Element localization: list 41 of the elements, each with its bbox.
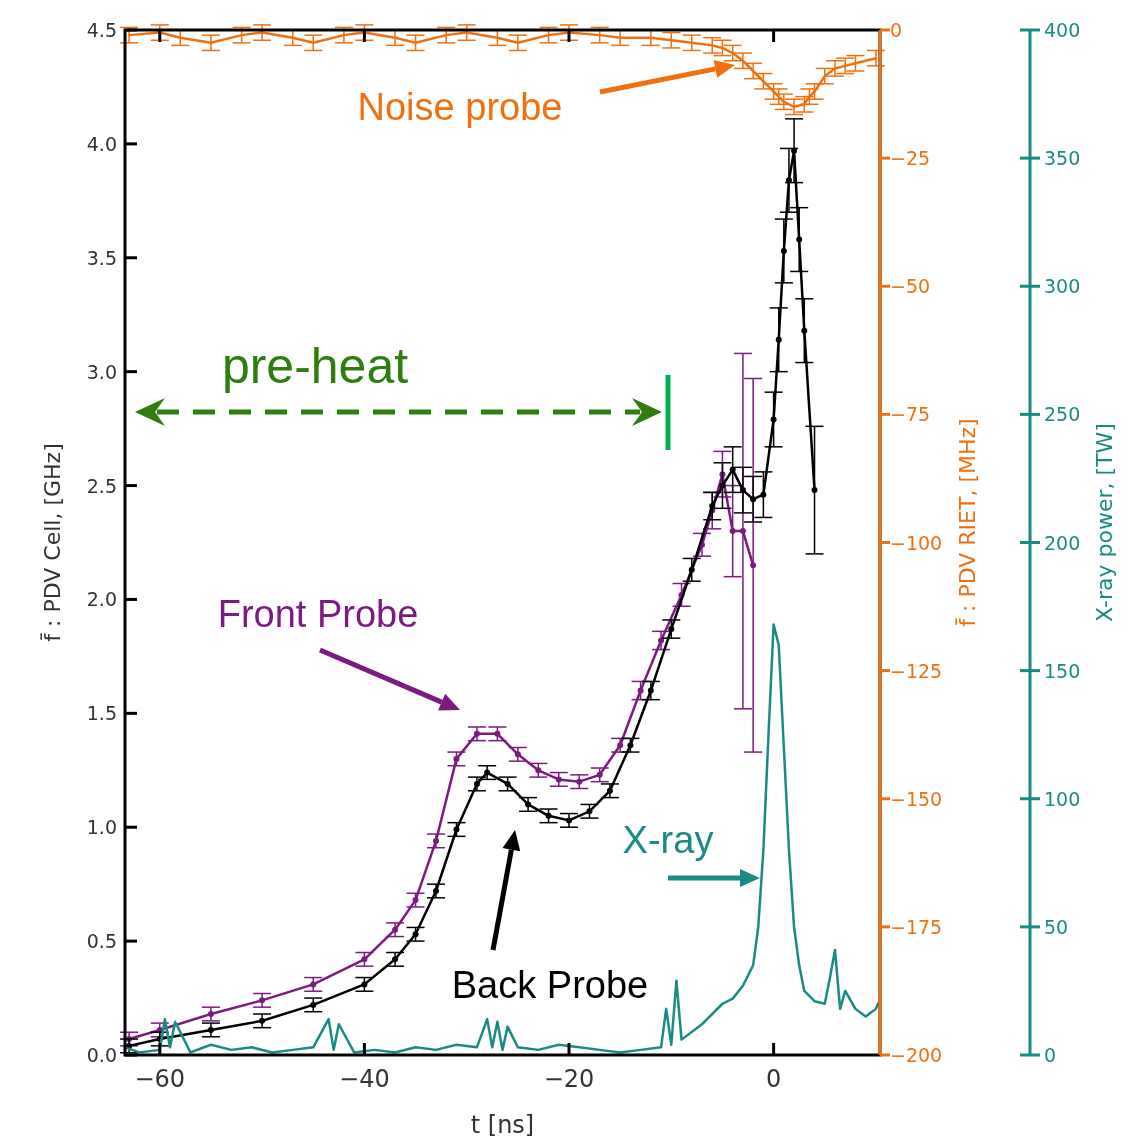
y3-tick-label: 0 xyxy=(1044,1044,1057,1066)
y2-tick-label: −200 xyxy=(890,1044,943,1066)
y3-tick-label: 350 xyxy=(1044,147,1081,170)
annotation: X-ray xyxy=(622,819,714,861)
y2-tick-label: −150 xyxy=(890,787,943,810)
y3-tick-label: 50 xyxy=(1044,915,1069,938)
y-tick-label: 0.5 xyxy=(86,930,117,953)
y-tick-label: 1.0 xyxy=(86,816,117,839)
y-tick-label: 3.5 xyxy=(86,246,117,269)
x-tick-label: −20 xyxy=(543,1065,595,1093)
annotation: pre-heat xyxy=(221,338,409,394)
y2-tick-label: 0 xyxy=(890,19,903,41)
y-tick-label: 4.0 xyxy=(86,132,117,155)
x-axis-title: t [ns] xyxy=(470,1111,535,1138)
y2-tick-label: −175 xyxy=(890,915,943,938)
y-tick-label: 2.0 xyxy=(86,588,117,611)
y3-tick-label: 200 xyxy=(1044,531,1081,554)
y2-tick-label: −75 xyxy=(890,403,931,426)
x-tick-label: −40 xyxy=(339,1065,390,1093)
y-axis-title: f̄ : PDV Cell, [GHz] xyxy=(39,443,65,642)
y3-tick-label: 250 xyxy=(1044,403,1081,426)
y2-tick-label: −25 xyxy=(890,147,931,170)
y2-tick-label: −100 xyxy=(890,531,943,554)
y-tick-label: 0.0 xyxy=(86,1044,117,1066)
y-tick-label: 2.5 xyxy=(86,474,117,497)
y-tick-label: 4.5 xyxy=(86,19,117,41)
y-tick-label: 1.5 xyxy=(86,702,117,725)
y3-tick-label: 100 xyxy=(1044,787,1081,810)
y3-tick-label: 300 xyxy=(1044,275,1081,298)
y-tick-label: 3.0 xyxy=(86,360,117,383)
y3-tick-label: 150 xyxy=(1044,659,1081,682)
annotation: Front Probe xyxy=(217,593,419,635)
x-tick-label: 0 xyxy=(765,1065,782,1093)
y2-tick-label: −50 xyxy=(890,275,931,298)
y2-tick-label: −125 xyxy=(890,659,943,682)
annotation: Noise probe xyxy=(357,86,563,128)
y3-axis-title: X-ray power, [TW] xyxy=(1092,423,1117,622)
y3-tick-label: 400 xyxy=(1044,19,1081,41)
annotation: Back Probe xyxy=(451,964,649,1006)
y2-axis-title: f̄ : PDV RIET, [MHz] xyxy=(954,418,980,627)
x-tick-label: −60 xyxy=(134,1065,186,1093)
